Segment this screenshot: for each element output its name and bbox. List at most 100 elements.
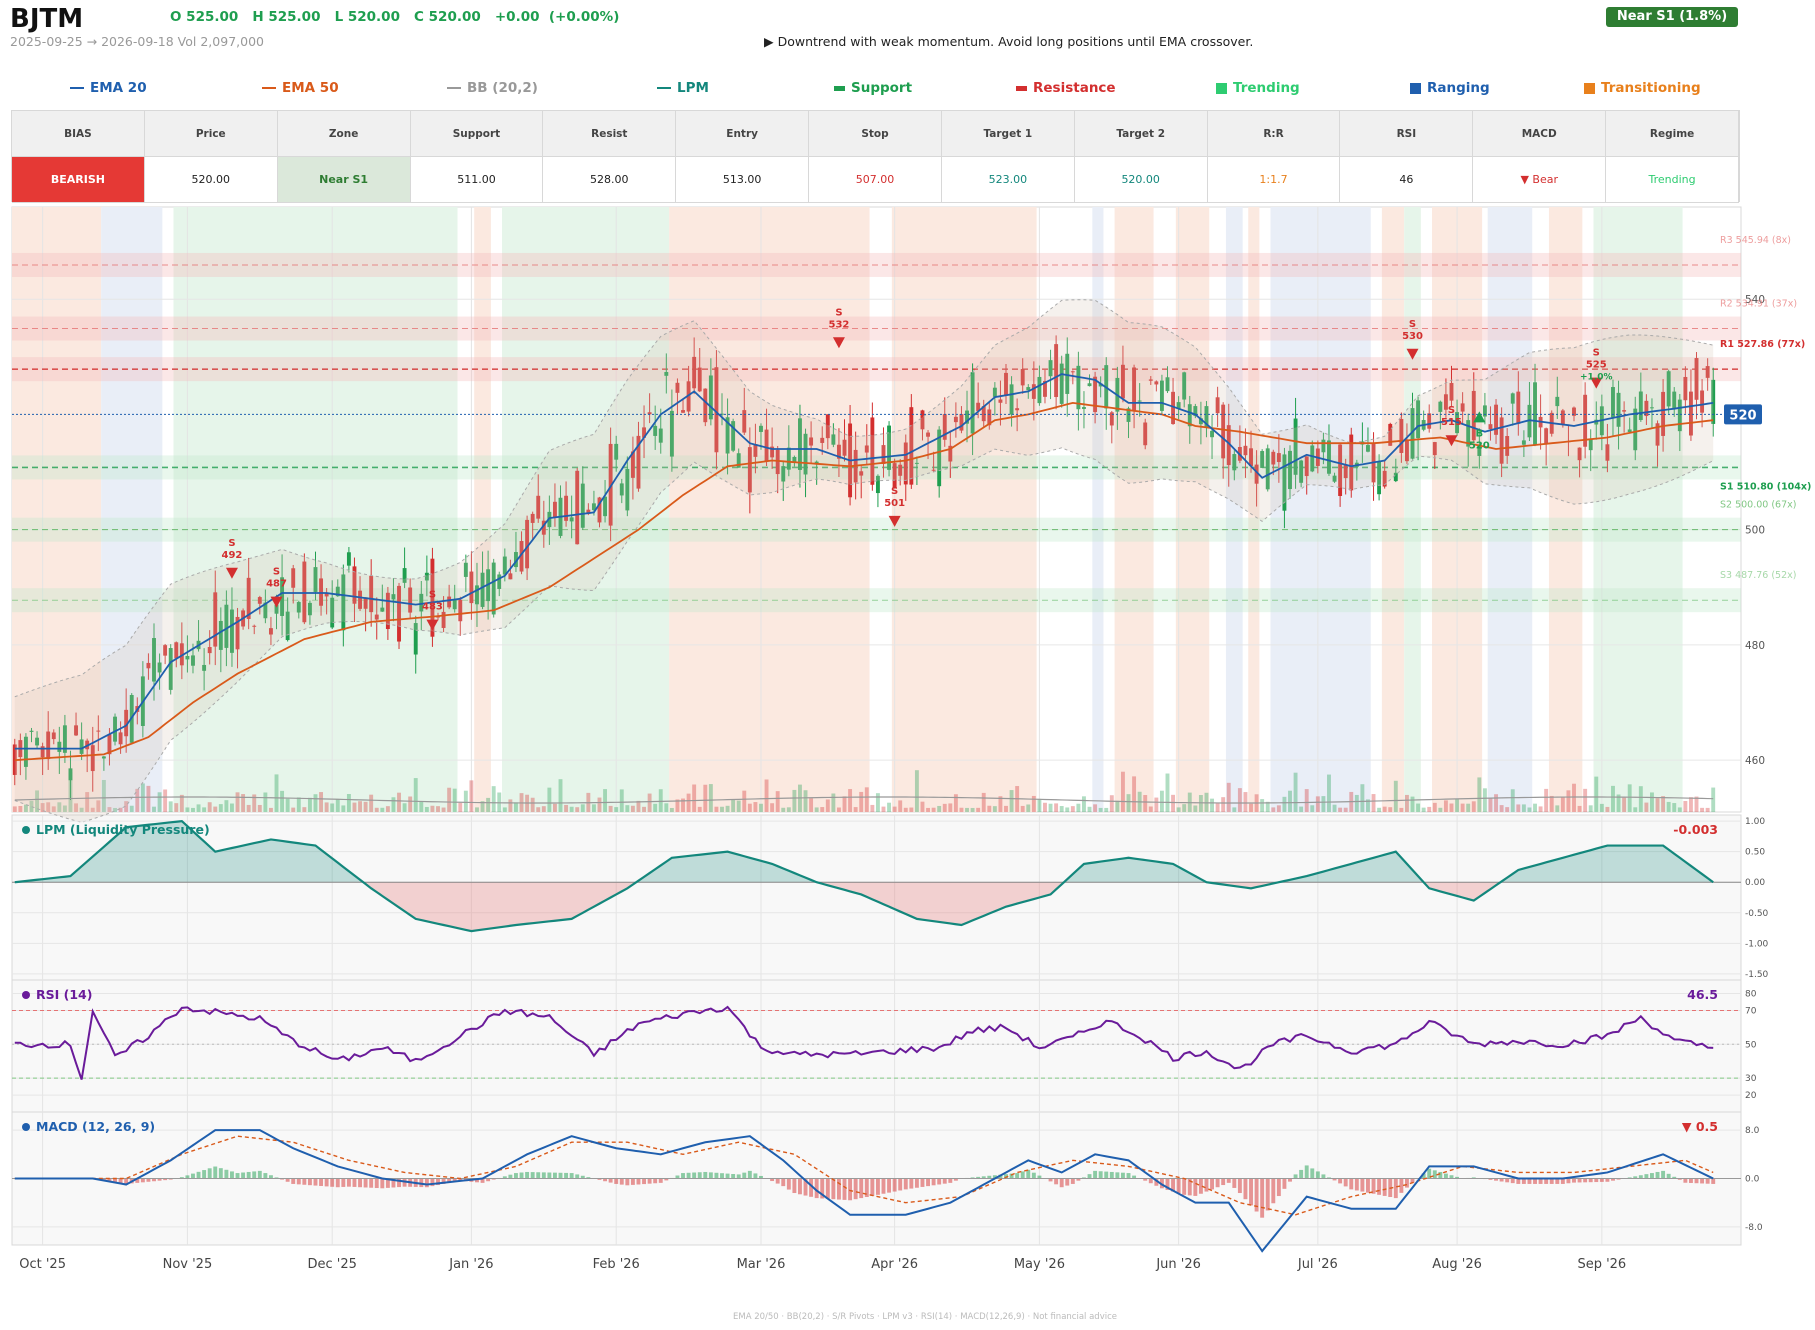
- macd-histogram-bar: [280, 1178, 285, 1180]
- candle-body: [1187, 404, 1192, 427]
- regime-band: [1225, 207, 1243, 812]
- macd-histogram-bar: [775, 1178, 780, 1184]
- volume-bar: [892, 806, 897, 812]
- legend-item-ranging[interactable]: Ranging: [1410, 80, 1490, 96]
- volume-bar: [1037, 798, 1042, 812]
- candle-body: [1043, 380, 1047, 397]
- candle-body: [313, 567, 318, 592]
- macd-histogram-bar: [1237, 1178, 1242, 1194]
- volume-bar: [1109, 795, 1114, 812]
- macd-histogram-bar: [491, 1178, 496, 1180]
- volume-bar: [1650, 792, 1654, 812]
- legend-item-ema-50[interactable]: EMA 50: [262, 80, 339, 96]
- candle-body: [1388, 423, 1393, 446]
- candle-body: [965, 410, 969, 424]
- macd-histogram-bar: [1494, 1178, 1498, 1181]
- candle-body: [859, 471, 864, 476]
- legend-item-bb-20-2[interactable]: BB (20,2): [447, 80, 538, 96]
- volume-bar: [619, 789, 624, 812]
- sell-signal-arrow: [1406, 348, 1419, 360]
- macd-histogram-bar: [213, 1166, 218, 1179]
- macd-histogram-bar: [1243, 1178, 1248, 1200]
- table-cell-entry: 513.00: [676, 157, 810, 203]
- volume-bar: [391, 797, 396, 812]
- macd-histogram-bar: [569, 1173, 574, 1179]
- candle-body: [1683, 376, 1688, 401]
- signal-value: 483: [422, 602, 443, 613]
- volume-bar: [218, 804, 223, 812]
- candle-body: [981, 406, 986, 422]
- volume-bar: [630, 805, 635, 812]
- macd-histogram-bar: [1315, 1171, 1320, 1179]
- legend-label: Ranging: [1427, 80, 1490, 96]
- macd-histogram-bar: [402, 1178, 407, 1187]
- macd-histogram-bar: [380, 1178, 385, 1189]
- legend-item-ema-20[interactable]: EMA 20: [70, 80, 147, 96]
- candle-body: [1143, 422, 1148, 446]
- macd-histogram-bar: [1705, 1178, 1710, 1184]
- macd-histogram-bar: [1009, 1173, 1014, 1179]
- candle-body: [324, 593, 329, 597]
- volume-bar: [1076, 803, 1081, 812]
- legend-line-icon: [657, 87, 671, 89]
- volume-bar: [452, 788, 457, 812]
- volume-bar: [1382, 806, 1387, 812]
- candle-body: [842, 439, 847, 456]
- volume-bar: [1516, 804, 1521, 812]
- volume-bar: [1360, 784, 1365, 812]
- candle-body: [658, 428, 663, 443]
- macd-histogram-bar: [1688, 1178, 1693, 1183]
- volume-bar: [1388, 807, 1393, 812]
- macd-histogram-bar: [157, 1178, 162, 1181]
- legend-item-trending[interactable]: Trending: [1216, 80, 1300, 96]
- candle-body: [597, 497, 602, 523]
- macd-histogram-bar: [892, 1178, 897, 1192]
- volume-bar: [1054, 803, 1059, 812]
- panel-dot-icon: [22, 991, 30, 999]
- volume-bar: [280, 790, 285, 812]
- legend-item-lpm[interactable]: LPM: [657, 80, 709, 96]
- signal-value: 520: [1469, 440, 1490, 451]
- candle-body: [1393, 472, 1398, 482]
- macd-histogram-bar: [458, 1178, 463, 1181]
- table-header-bias: BIAS: [12, 111, 145, 157]
- volume-bar: [263, 792, 268, 812]
- table-header-price: Price: [144, 111, 278, 157]
- macd-histogram-bar: [514, 1173, 518, 1179]
- volume-bar: [1059, 806, 1064, 812]
- volume-bar: [1527, 807, 1532, 812]
- candle-body: [1132, 367, 1137, 412]
- macd-histogram-bar: [1427, 1168, 1432, 1179]
- volume-bar: [224, 800, 229, 812]
- volume-bar: [508, 799, 513, 812]
- chart-area[interactable]: Oct '25 Nov '25 Dec '25 Jan '26 Feb '26 Mar '…: [0, 0, 1815, 1300]
- volume-bar: [736, 800, 741, 812]
- legend-item-support[interactable]: Support: [834, 80, 912, 96]
- macd-histogram-bar: [586, 1177, 591, 1179]
- volume-bar: [385, 806, 390, 812]
- macd-histogram-bar: [1616, 1178, 1621, 1180]
- candle-body: [731, 421, 736, 451]
- candle-body: [1271, 451, 1276, 465]
- macd-histogram-bar: [363, 1178, 368, 1188]
- candle-body: [530, 513, 535, 523]
- volume-bar: [569, 806, 574, 812]
- candle-body: [1182, 372, 1187, 400]
- legend-item-resistance[interactable]: Resistance: [1016, 80, 1116, 96]
- volume-bar: [792, 789, 797, 812]
- volume-bar: [1226, 782, 1231, 812]
- volume-bar: [914, 770, 919, 812]
- macd-histogram-bar: [1683, 1178, 1688, 1183]
- signal-table: BIAS Price Zone Support Resist Entry Stop Targe…: [11, 110, 1740, 203]
- candle-body: [1432, 442, 1437, 456]
- candle-body: [714, 367, 719, 453]
- macd-histogram-bar: [152, 1178, 156, 1182]
- macd-histogram-bar: [207, 1168, 212, 1179]
- candle-body: [959, 414, 964, 431]
- volume-bar: [831, 793, 836, 812]
- legend-item-transitioning[interactable]: Transitioning: [1584, 80, 1701, 96]
- macd-histogram-bar: [1065, 1178, 1070, 1186]
- legend-square-icon: [1584, 82, 1595, 94]
- volume-bar: [575, 807, 580, 812]
- macd-histogram-bar: [859, 1178, 864, 1199]
